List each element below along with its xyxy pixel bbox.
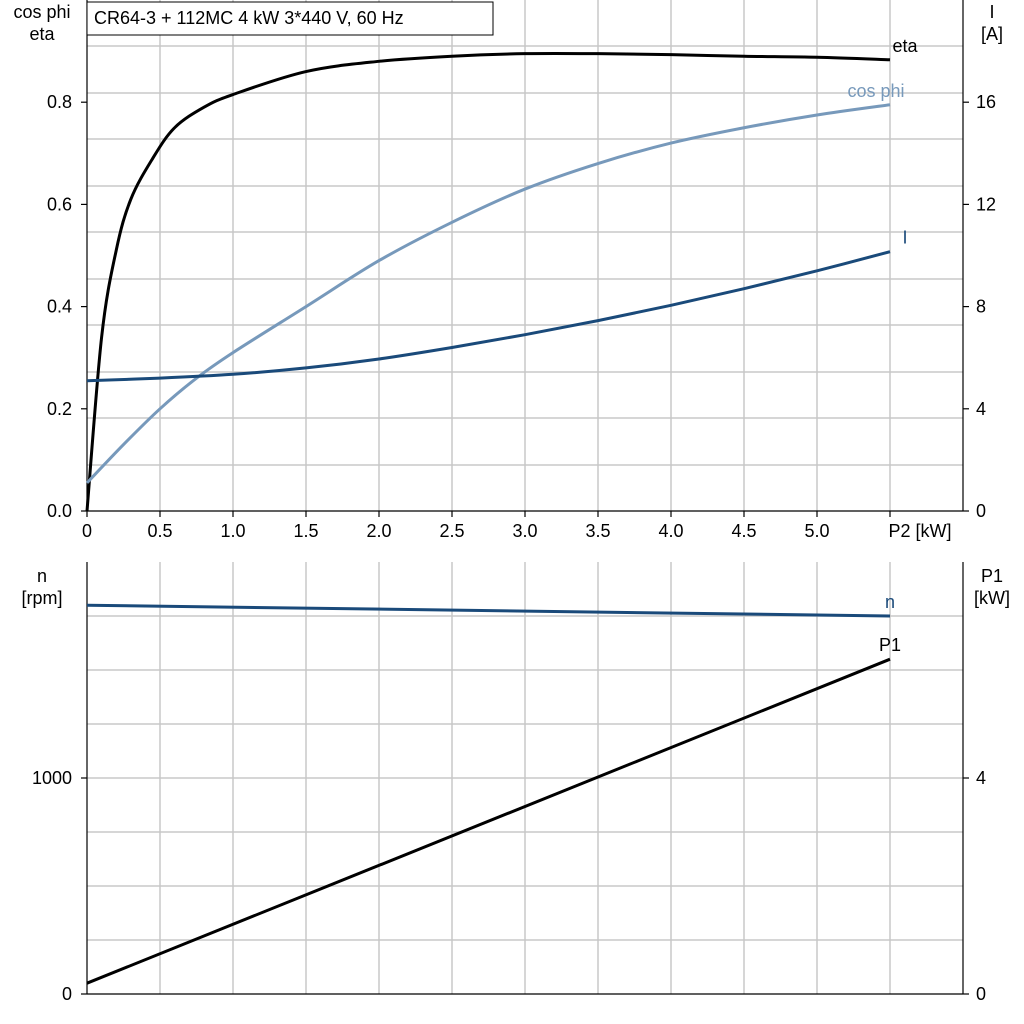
left-tick-label: 0.0 [47,501,72,521]
left-axis-title-line: [rpm] [21,588,62,608]
x-tick-label: 0.5 [147,521,172,541]
right-axis-title-line: I [989,2,994,22]
x-tick-label: 3.5 [585,521,610,541]
left-axis-title-line: n [37,566,47,586]
left-tick-label: 0.8 [47,92,72,112]
left-tick-label: 0.4 [47,297,72,317]
x-tick-label: 0 [82,521,92,541]
right-tick-label: 4 [976,768,986,788]
right-axis-title-line: [A] [981,24,1003,44]
chart-title: CR64-3 + 112MC 4 kW 3*440 V, 60 Hz [94,8,404,28]
x-tick-label: 4.5 [731,521,756,541]
series-label-cos-phi: cos phi [847,81,904,101]
x-tick-label: 2.5 [439,521,464,541]
right-tick-label: 12 [976,194,996,214]
right-tick-label: 0 [976,984,986,1004]
right-axis-title-line: P1 [981,566,1003,586]
chart-title-box [86,1,494,36]
left-axis-title-line: cos phi [13,2,70,22]
left-tick-label: 1000 [32,768,72,788]
series-label-eta: eta [892,36,918,56]
x-tick-label: 1.5 [293,521,318,541]
right-tick-label: 0 [976,501,986,521]
series-label-i: I [902,228,907,248]
left-tick-label: 0.6 [47,194,72,214]
x-tick-label: P2 [kW] [888,521,951,541]
right-tick-label: 4 [976,399,986,419]
series-label-p1: P1 [879,635,901,655]
x-tick-label: 2.0 [366,521,391,541]
series-line-cos-phi [85,103,891,484]
right-tick-label: 8 [976,297,986,317]
left-axis-title-line: eta [29,24,55,44]
series-line-n [86,603,891,618]
x-tick-label: 1.0 [220,521,245,541]
right-axis-title-line: [kW] [974,588,1010,608]
left-tick-label: 0.2 [47,399,72,419]
right-tick-label: 16 [976,92,996,112]
x-tick-label: 5.0 [804,521,829,541]
series-line-p1 [86,657,891,985]
series-label-n: n [885,592,895,612]
left-tick-label: 0 [62,984,72,1004]
x-tick-label: 4.0 [658,521,683,541]
series-line-eta [85,51,891,512]
x-tick-label: 3.0 [512,521,537,541]
series-line-i [86,250,891,383]
